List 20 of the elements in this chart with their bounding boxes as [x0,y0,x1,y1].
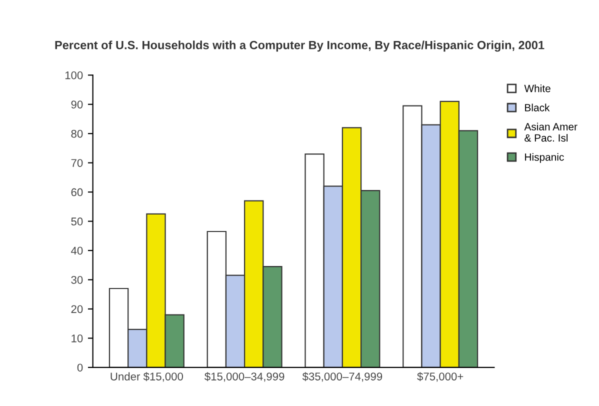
y-tick-label: 0 [77,364,83,372]
legend-label: Black [525,104,550,112]
y-tick-label: 60 [71,188,83,196]
x-tick-label: Under $15,000 [110,372,184,382]
x-tick-label: $15,000–34,999 [204,372,284,382]
y-tick-label: 100 [65,71,83,80]
y-tick-label: 80 [71,130,83,138]
legend-label: Hispanic [525,153,564,163]
y-tick-label: 90 [71,100,83,108]
x-tick-label: $75,000+ [417,372,464,382]
legend-label: Asian Amer & Pac. Isl [524,122,578,142]
y-tick-label: 10 [72,334,83,342]
legend-label: White [524,84,550,92]
x-tick-label: $35,000–74,999 [302,372,382,382]
y-tick-label: 40 [71,246,83,255]
y-tick-label: 50 [71,218,83,226]
y-tick-label: 20 [71,305,83,314]
chart-title: Percent of U.S. Households with a Computer By Income, By Race/Hispanic Origin, 2001 [55,40,544,52]
y-tick-label: 70 [71,159,83,167]
y-tick-label: 30 [71,276,83,284]
